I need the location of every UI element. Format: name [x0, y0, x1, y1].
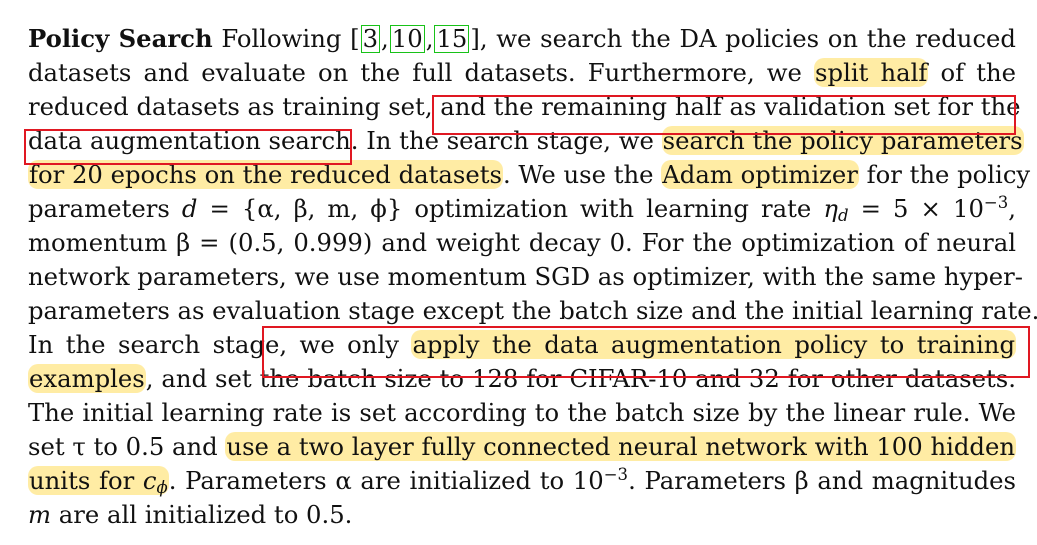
text-line-13: set τ to 0.5 and use a two layer fully c…	[28, 432, 1016, 461]
text-line-15: m are all initialized to 0.5.	[28, 500, 353, 529]
highlight-epochs: for 20 epochs on the reduced datasets	[28, 160, 503, 189]
text-line-12: The initial learning rate is set accordi…	[28, 398, 1016, 427]
highlight-split-half: split half	[814, 58, 929, 87]
highlight-policy-parameters: search the policy parameters	[661, 126, 1024, 155]
boxed-augmentation-search: data augmentation search	[28, 126, 351, 155]
highlight-examples: examples	[28, 364, 146, 393]
citation-link-15[interactable]: 15	[434, 24, 470, 53]
text-line-4: data augmentation search. In the search …	[28, 126, 1024, 155]
text-line-10: In the search stage, we only apply the d…	[28, 330, 1016, 359]
citation-link-3[interactable]: 3	[360, 24, 381, 53]
text-line-11: examples, and set the batch size to 128 …	[28, 364, 1016, 393]
text-line-3: reduced datasets as training set, and th…	[28, 92, 1021, 121]
text-line-6: parameters d = {α, β, m, ϕ} optimization…	[28, 192, 1016, 226]
text-line-7: momentum β = (0.5, 0.999) and weight dec…	[28, 228, 1016, 257]
text-line-9: parameters as evaluation stage except th…	[28, 296, 1037, 325]
boxed-validation-text: and the remaining half as validation set…	[440, 92, 1021, 121]
highlight-apply-policy: apply the data augmentation policy to tr…	[411, 330, 1016, 359]
text-line-1: Policy Search Following [3, 10, 15], we se…	[28, 24, 1016, 53]
text-line-14: units for cϕ. Parameters α are initializ…	[28, 464, 1017, 498]
text-line-8: network parameters, we use momentum SGD …	[28, 262, 1024, 291]
highlight-adam: Adam optimizer	[661, 160, 859, 189]
text-line-2: datasets and evaluate on the full datase…	[28, 58, 1016, 87]
section-heading: Policy Search	[28, 24, 213, 53]
highlight-units-for: units for cϕ	[28, 466, 169, 498]
citation-link-10[interactable]: 10	[389, 24, 425, 53]
highlight-neural-network: use a two layer fully connected neural n…	[225, 432, 1016, 461]
text-line-5: for 20 epochs on the reduced datasets. W…	[28, 160, 1031, 189]
